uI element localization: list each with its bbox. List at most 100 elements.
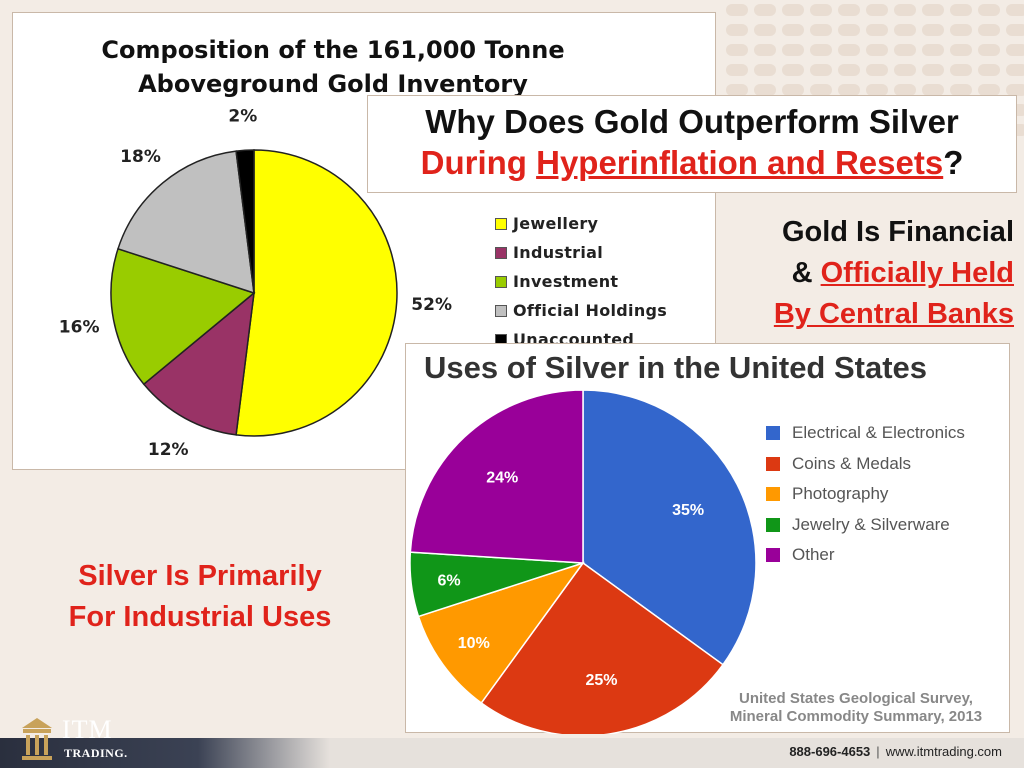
gold-pie-slice [117,150,255,295]
pattern-dot [866,4,888,16]
pattern-dot [838,84,860,96]
pattern-dot [922,24,944,36]
silver-legend-swatch [766,548,780,563]
temple-icon [22,718,52,760]
pattern-dot [782,4,804,16]
phone-number[interactable]: 888-696-4653 [789,744,871,759]
gold-legend-item: Investment [495,267,667,296]
pattern-dot [978,84,1000,96]
pattern-dot [922,84,944,96]
pattern-dot [1006,4,1024,16]
silver-pie-slice [409,389,584,564]
gold-legend-item: Industrial [495,238,667,267]
website-link[interactable]: www.itmtrading.com [885,744,1002,759]
silver-legend-swatch [766,456,780,471]
pattern-dot [810,24,832,36]
silver-source-line1: United States Geological Survey, [739,690,973,707]
silver-pie-slice-label: 10% [458,635,490,652]
pattern-dot [782,64,804,76]
pattern-dot [754,4,776,16]
pattern-dot [838,4,860,16]
pattern-dot [754,84,776,96]
gold-pie-chart: 52% 12% 16% 18% 2% [59,106,452,460]
gold-note-line3: By Central Banks [722,294,1014,335]
contact-separator: | [876,744,880,759]
gold-chart-legend: Jewellery Industrial Investment Official… [495,209,667,354]
silver-pie-slice [480,561,725,734]
pattern-dot [894,4,916,16]
pattern-dot [978,64,1000,76]
silver-pie-slice-label: 6% [438,573,461,590]
headline-line1: Why Does Gold Outperform Silver [425,103,959,140]
pattern-dot [922,4,944,16]
silver-legend-label: Jewelry & Silverware [792,514,950,534]
pattern-dot [810,84,832,96]
gold-legend-item: Jewellery [495,209,667,238]
pattern-dot [810,4,832,16]
pattern-dot [1006,84,1024,96]
gold-legend-label: Investment [513,272,619,291]
silver-note-line1: Silver Is Primarily [78,560,322,592]
contact-info: 888-696-4653 | www.itmtrading.com [789,744,1002,759]
footer-dark-band [0,738,330,768]
pattern-dot [782,24,804,36]
pattern-dot [866,84,888,96]
silver-legend-item: Photography [766,479,965,510]
pattern-dot [754,24,776,36]
gold-legend-label: Official Holdings [513,301,668,320]
gold-legend-swatch [495,304,507,317]
pattern-dot [866,64,888,76]
silver-legend-label: Coins & Medals [792,453,912,473]
silver-pie-slice-label: 25% [585,672,617,689]
pattern-dot [894,84,916,96]
gold-note-central-banks: By Central Banks [773,298,1014,330]
pattern-dot [978,4,1000,16]
pattern-dot [726,4,748,16]
pattern-dot [782,44,804,56]
pattern-dot [866,44,888,56]
pattern-dot [978,24,1000,36]
silver-legend-label: Photography [792,484,889,504]
gold-legend-swatch [495,246,507,259]
gold-legend-swatch [495,217,507,230]
gold-note-line2: & Officially Held [722,253,1014,294]
pattern-dot [950,4,972,16]
pattern-dot [950,64,972,76]
headline-line2: During Hyperinflation and Resets? [368,142,1016,184]
gold-chart-panel: 52% 12% 16% 18% 2% Composition of the 161,00… [12,12,716,470]
silver-legend-label: Other [792,545,835,565]
gold-chart-title-line1: Composition of the 161,000 Tonne [101,36,565,64]
pattern-dot [838,24,860,36]
silver-chart-title: Uses of Silver in the United States [424,350,928,385]
silver-pie-slice [417,561,585,705]
silver-note-line2: For Industrial Uses [68,601,332,633]
silver-chart-source: United States Geological Survey, Mineral… [706,690,1006,726]
silver-legend-item: Electrical & Electronics [766,418,965,449]
pattern-dot [754,44,776,56]
gold-pie-slice [235,149,398,437]
silver-pie-slice-label: 24% [486,470,518,487]
gold-pie-slice-label: 16% [59,317,100,337]
pattern-dot [754,64,776,76]
gold-pie-slice [235,149,255,294]
pattern-dot [726,64,748,76]
gold-pie-slice-label: 12% [148,440,189,460]
gold-pie-slice-label: 18% [120,147,161,167]
logo-name: ITM [62,715,113,744]
pattern-dot [1006,24,1024,36]
itm-trading-logo[interactable]: ITM TRADING. [14,708,144,768]
gold-pie-slice-label: 2% [228,106,257,126]
silver-legend-item: Jewelry & Silverware [766,510,965,541]
gold-pie-slice [142,291,255,436]
pattern-dot [726,24,748,36]
pattern-dot [894,64,916,76]
pattern-dot [950,84,972,96]
silver-industrial-note: Silver Is Primarily For Industrial Uses [28,556,372,638]
pattern-dot [978,44,1000,56]
silver-legend-swatch [766,426,780,441]
silver-pie-slice-label: 35% [672,502,704,519]
gold-legend-label: Industrial [513,243,604,262]
headline-line2-underlined: Hyperinflation and Resets [536,144,944,181]
pattern-dot [922,64,944,76]
pattern-dot [726,84,748,96]
